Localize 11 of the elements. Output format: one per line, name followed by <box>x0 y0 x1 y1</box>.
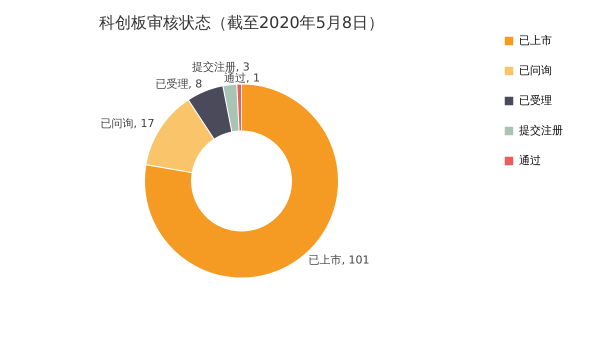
data-label: 已问询, 17 <box>100 117 155 130</box>
legend-label: 通过 <box>519 154 541 167</box>
data-label: 提交注册, 3 <box>192 60 250 74</box>
data-label: 已受理, 8 <box>155 78 202 91</box>
legend-label: 已问询 <box>519 64 552 77</box>
data-label: 通过, 1 <box>224 71 260 84</box>
legend-label: 提交注册 <box>519 124 563 137</box>
legend-label: 已上市 <box>519 34 552 47</box>
data-label: 已上市, 101 <box>308 253 370 266</box>
legend-label: 已受理 <box>519 94 552 107</box>
chart-title: 科创板审核状态（截至2020年5月8日） <box>98 13 384 32</box>
